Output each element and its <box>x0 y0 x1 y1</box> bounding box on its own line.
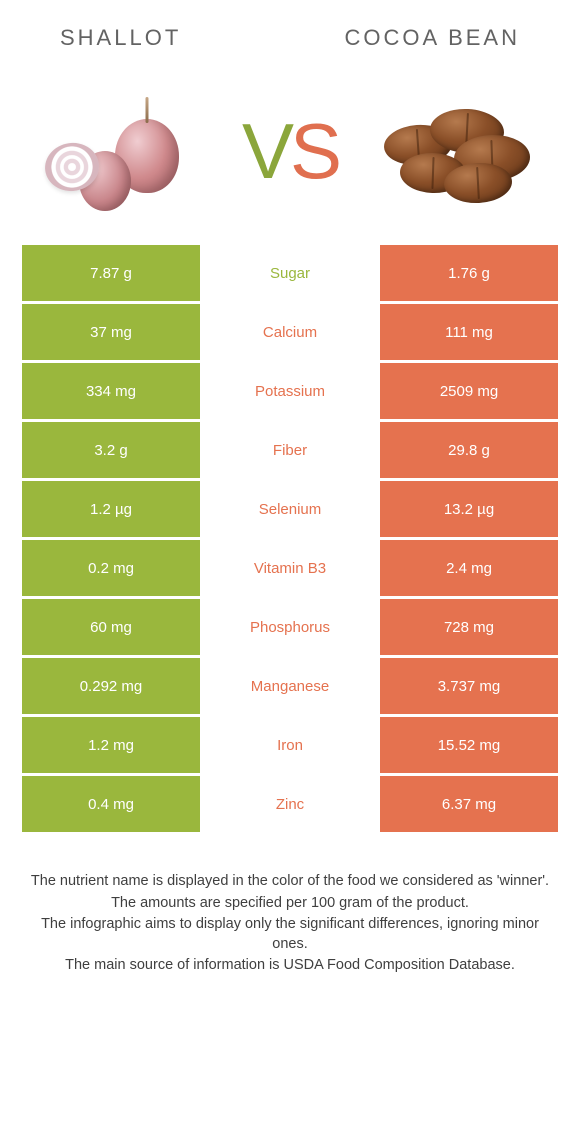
nutrient-label-cell: Potassium <box>200 363 380 419</box>
table-row: 37 mg Calcium 111 mg <box>22 304 558 360</box>
right-value-cell: 3.737 mg <box>380 658 558 714</box>
left-food-title: Shallot <box>60 25 181 51</box>
right-value-cell: 15.52 mg <box>380 717 558 773</box>
table-row: 1.2 mg Iron 15.52 mg <box>22 717 558 773</box>
nutrient-label-cell: Phosphorus <box>200 599 380 655</box>
right-value-cell: 6.37 mg <box>380 776 558 832</box>
right-value-cell: 29.8 g <box>380 422 558 478</box>
nutrient-label-cell: Fiber <box>200 422 380 478</box>
nutrient-label-cell: Iron <box>200 717 380 773</box>
nutrient-label-cell: Manganese <box>200 658 380 714</box>
nutrient-label: Calcium <box>263 324 317 341</box>
nutrient-label: Phosphorus <box>250 619 330 636</box>
nutrient-label: Iron <box>277 737 303 754</box>
nutrient-label-cell: Zinc <box>200 776 380 832</box>
footnotes: The nutrient name is displayed in the co… <box>28 872 552 976</box>
nutrient-label: Vitamin B3 <box>254 560 326 577</box>
left-value-cell: 1.2 µg <box>22 481 200 537</box>
footnote-line: The main source of information is USDA F… <box>28 956 552 976</box>
nutrient-label-cell: Vitamin B3 <box>200 540 380 596</box>
right-value-cell: 2.4 mg <box>380 540 558 596</box>
nutrient-label-cell: Sugar <box>200 245 380 301</box>
nutrient-label: Fiber <box>273 442 307 459</box>
nutrient-label-cell: Selenium <box>200 481 380 537</box>
hero-row: VS <box>0 61 580 241</box>
footnote-line: The infographic aims to display only the… <box>28 915 552 954</box>
left-value-cell: 1.2 mg <box>22 717 200 773</box>
footnote-line: The nutrient name is displayed in the co… <box>28 872 552 892</box>
left-value-cell: 60 mg <box>22 599 200 655</box>
right-food-title: Cocoa bean <box>345 25 520 51</box>
nutrient-label: Sugar <box>270 265 310 282</box>
cocoa-illustration <box>380 91 535 211</box>
table-row: 1.2 µg Selenium 13.2 µg <box>22 481 558 537</box>
left-value-cell: 37 mg <box>22 304 200 360</box>
nutrient-label: Manganese <box>251 678 329 695</box>
vs-s: S <box>290 107 338 195</box>
left-value-cell: 3.2 g <box>22 422 200 478</box>
header: Shallot Cocoa bean <box>0 0 580 61</box>
right-value-cell: 2509 mg <box>380 363 558 419</box>
nutrient-label: Zinc <box>276 796 304 813</box>
right-value-cell: 13.2 µg <box>380 481 558 537</box>
table-row: 3.2 g Fiber 29.8 g <box>22 422 558 478</box>
shallot-illustration <box>45 91 200 211</box>
table-row: 7.87 g Sugar 1.76 g <box>22 245 558 301</box>
right-value-cell: 111 mg <box>380 304 558 360</box>
left-value-cell: 7.87 g <box>22 245 200 301</box>
nutrient-label: Potassium <box>255 383 325 400</box>
right-value-cell: 1.76 g <box>380 245 558 301</box>
table-row: 60 mg Phosphorus 728 mg <box>22 599 558 655</box>
vs-label: VS <box>242 106 338 197</box>
nutrient-label-cell: Calcium <box>200 304 380 360</box>
table-row: 0.2 mg Vitamin B3 2.4 mg <box>22 540 558 596</box>
vs-v: V <box>242 107 290 195</box>
left-value-cell: 334 mg <box>22 363 200 419</box>
footnote-line: The amounts are specified per 100 gram o… <box>28 894 552 914</box>
left-value-cell: 0.2 mg <box>22 540 200 596</box>
table-row: 0.292 mg Manganese 3.737 mg <box>22 658 558 714</box>
nutrient-label: Selenium <box>259 501 322 518</box>
left-value-cell: 0.4 mg <box>22 776 200 832</box>
right-value-cell: 728 mg <box>380 599 558 655</box>
comparison-table: 7.87 gSugar1.76 g37 mgCalcium111 mg334 m… <box>22 245 558 832</box>
table-row: 334 mg Potassium 2509 mg <box>22 363 558 419</box>
table-row: 0.4 mg Zinc 6.37 mg <box>22 776 558 832</box>
left-value-cell: 0.292 mg <box>22 658 200 714</box>
